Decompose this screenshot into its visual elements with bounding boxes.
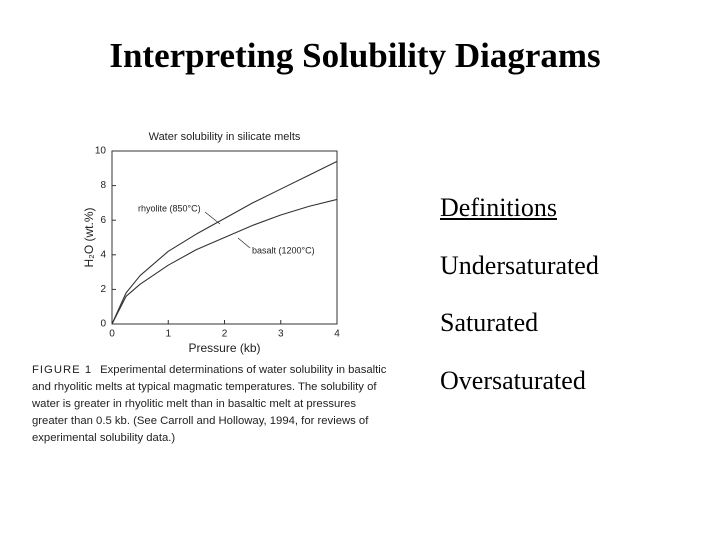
y-tick-label: 8 bbox=[100, 180, 106, 191]
series-line bbox=[111, 198, 338, 325]
y-axis-label: H₂O (wt.%) bbox=[82, 208, 96, 268]
definitions-heading: Definitions bbox=[440, 193, 557, 222]
x-tick-label: 4 bbox=[334, 329, 340, 340]
caption-text: Experimental determinations of water sol… bbox=[32, 364, 387, 444]
y-tick-label: 0 bbox=[100, 319, 106, 330]
x-tick-label: 2 bbox=[222, 329, 228, 340]
x-tick-label: 1 bbox=[165, 329, 171, 340]
y-tick-label: 6 bbox=[100, 215, 106, 226]
chart-title: Water solubility in silicate melts bbox=[149, 131, 301, 143]
caption: FIGURE 1 Experimental determinations of w… bbox=[32, 362, 394, 447]
definition-item: Undersaturated bbox=[440, 251, 599, 280]
y-tick-label: 10 bbox=[95, 146, 107, 157]
definition-item: Oversaturated bbox=[440, 366, 586, 395]
slide-title: Interpreting Solubility Diagrams bbox=[109, 36, 601, 75]
y-tick-label: 2 bbox=[100, 284, 106, 295]
series-line bbox=[111, 160, 338, 325]
label-leader bbox=[204, 211, 221, 225]
series-label: rhyolite (850°C) bbox=[138, 203, 201, 213]
x-tick-label: 3 bbox=[278, 329, 284, 340]
x-axis-label: Pressure (kb) bbox=[188, 341, 260, 355]
caption-label: FIGURE 1 bbox=[32, 364, 93, 376]
series-label: basalt (1200°C) bbox=[252, 245, 315, 255]
x-tick-label: 0 bbox=[109, 329, 115, 340]
y-tick-label: 4 bbox=[100, 249, 106, 260]
definition-item: Saturated bbox=[440, 308, 539, 337]
label-leader bbox=[237, 237, 251, 249]
